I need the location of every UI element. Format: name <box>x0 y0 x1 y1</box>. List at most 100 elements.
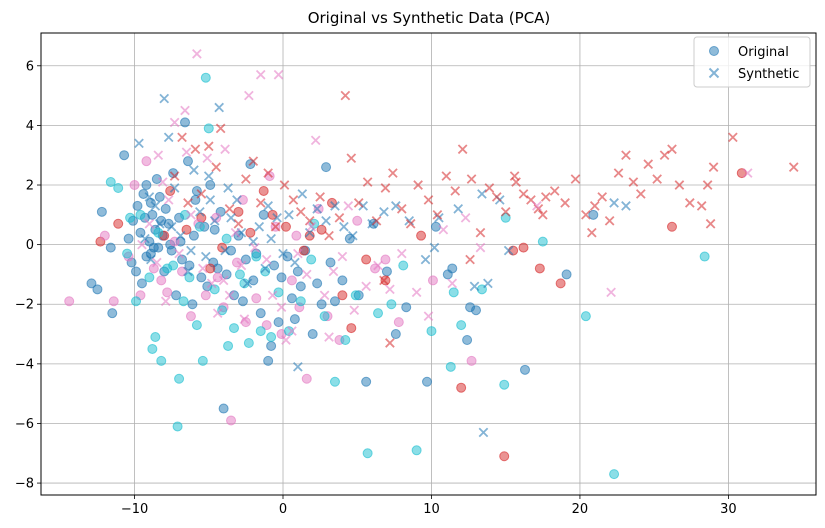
data-point-x <box>211 162 222 172</box>
data-point-circle <box>736 168 747 179</box>
data-point-x <box>220 245 230 256</box>
data-point-x <box>604 215 615 226</box>
data-point-circle <box>255 326 266 337</box>
data-point-circle <box>325 257 336 268</box>
data-point-circle <box>555 278 566 289</box>
data-point-x <box>537 209 548 220</box>
data-point-circle <box>666 221 677 232</box>
data-point-x <box>239 314 250 324</box>
data-point-circle <box>462 335 473 346</box>
data-point-circle <box>218 403 229 414</box>
data-point-circle <box>301 373 312 384</box>
data-point-x <box>297 189 308 199</box>
data-point-circle <box>151 174 162 185</box>
data-point-circle <box>200 72 211 83</box>
data-point-x <box>266 233 276 244</box>
y-tick-label: 2 <box>26 179 34 194</box>
data-point-x <box>183 266 193 277</box>
data-point-x <box>220 144 230 155</box>
y-tick-label: −2 <box>15 298 34 313</box>
data-point-circle <box>122 248 133 259</box>
data-point-circle <box>203 123 214 134</box>
data-point-x <box>684 198 695 208</box>
data-point-x <box>196 189 207 199</box>
data-point-x <box>635 189 646 199</box>
data-point-circle <box>131 266 142 277</box>
data-point-x <box>279 180 290 190</box>
data-point-x <box>293 248 303 259</box>
data-point-circle <box>231 257 242 268</box>
data-point-x <box>411 287 422 298</box>
data-point-x <box>491 192 502 202</box>
x-tick-label: 0 <box>279 502 287 517</box>
data-point-x <box>500 207 511 217</box>
data-point-x <box>248 156 259 167</box>
data-point-x <box>379 207 389 217</box>
data-point-circle <box>390 329 401 340</box>
data-point-circle <box>520 364 531 375</box>
data-point-circle <box>295 296 306 307</box>
data-point-circle <box>156 275 167 286</box>
data-point-circle <box>182 156 193 167</box>
data-point-x <box>180 105 190 116</box>
data-point-circle <box>263 355 274 366</box>
data-point-circle <box>174 373 185 384</box>
data-point-circle <box>393 317 404 328</box>
data-point-circle <box>141 251 152 262</box>
data-point-x <box>347 230 358 241</box>
data-point-x <box>218 275 229 286</box>
data-point-circle <box>255 308 266 319</box>
data-point-circle <box>291 230 302 241</box>
data-point-x <box>195 207 205 217</box>
data-point-circle <box>178 296 189 307</box>
data-point-x <box>236 260 247 271</box>
data-point-circle <box>177 266 188 277</box>
data-point-circle <box>86 278 97 289</box>
data-point-x <box>290 257 300 268</box>
data-point-circle <box>401 302 412 313</box>
data-point-x <box>146 254 156 265</box>
data-point-circle <box>226 245 237 256</box>
data-point-x <box>261 254 272 265</box>
data-point-circle <box>209 284 220 295</box>
data-point-x <box>337 251 348 262</box>
data-point-x <box>324 332 334 342</box>
data-point-circle <box>380 254 391 265</box>
data-point-x <box>385 284 395 295</box>
data-point-x <box>334 212 345 223</box>
data-point-x <box>273 69 284 80</box>
data-point-circle <box>171 290 182 301</box>
plot-frame <box>40 32 817 496</box>
data-point-x <box>788 162 799 172</box>
data-point-circle <box>447 263 458 274</box>
data-point-circle <box>273 317 284 328</box>
data-point-x <box>154 218 165 229</box>
data-point-circle <box>96 206 107 217</box>
data-point-circle <box>588 209 599 220</box>
data-point-circle <box>113 218 124 229</box>
data-point-circle <box>380 275 391 286</box>
data-point-x <box>457 144 468 155</box>
data-point-x <box>460 212 471 223</box>
data-point-circle <box>337 275 348 286</box>
data-point-circle <box>172 421 183 432</box>
data-point-x <box>405 218 416 229</box>
data-point-circle <box>289 314 300 325</box>
data-point-circle <box>398 260 409 271</box>
data-point-circle <box>156 215 167 226</box>
data-point-circle <box>561 269 572 280</box>
data-point-circle <box>237 194 248 205</box>
data-point-circle <box>500 212 511 223</box>
data-point-circle <box>537 236 548 247</box>
data-point-x <box>391 201 401 211</box>
data-point-x <box>453 204 464 214</box>
data-point-circle <box>105 242 116 253</box>
data-point-circle <box>362 448 373 459</box>
data-point-x <box>242 278 253 289</box>
x-tick-label: −10 <box>121 502 148 517</box>
y-tick-label: 0 <box>26 238 34 253</box>
y-tick-label: 6 <box>26 59 34 74</box>
data-point-circle <box>340 335 351 346</box>
data-point-x <box>484 183 495 193</box>
